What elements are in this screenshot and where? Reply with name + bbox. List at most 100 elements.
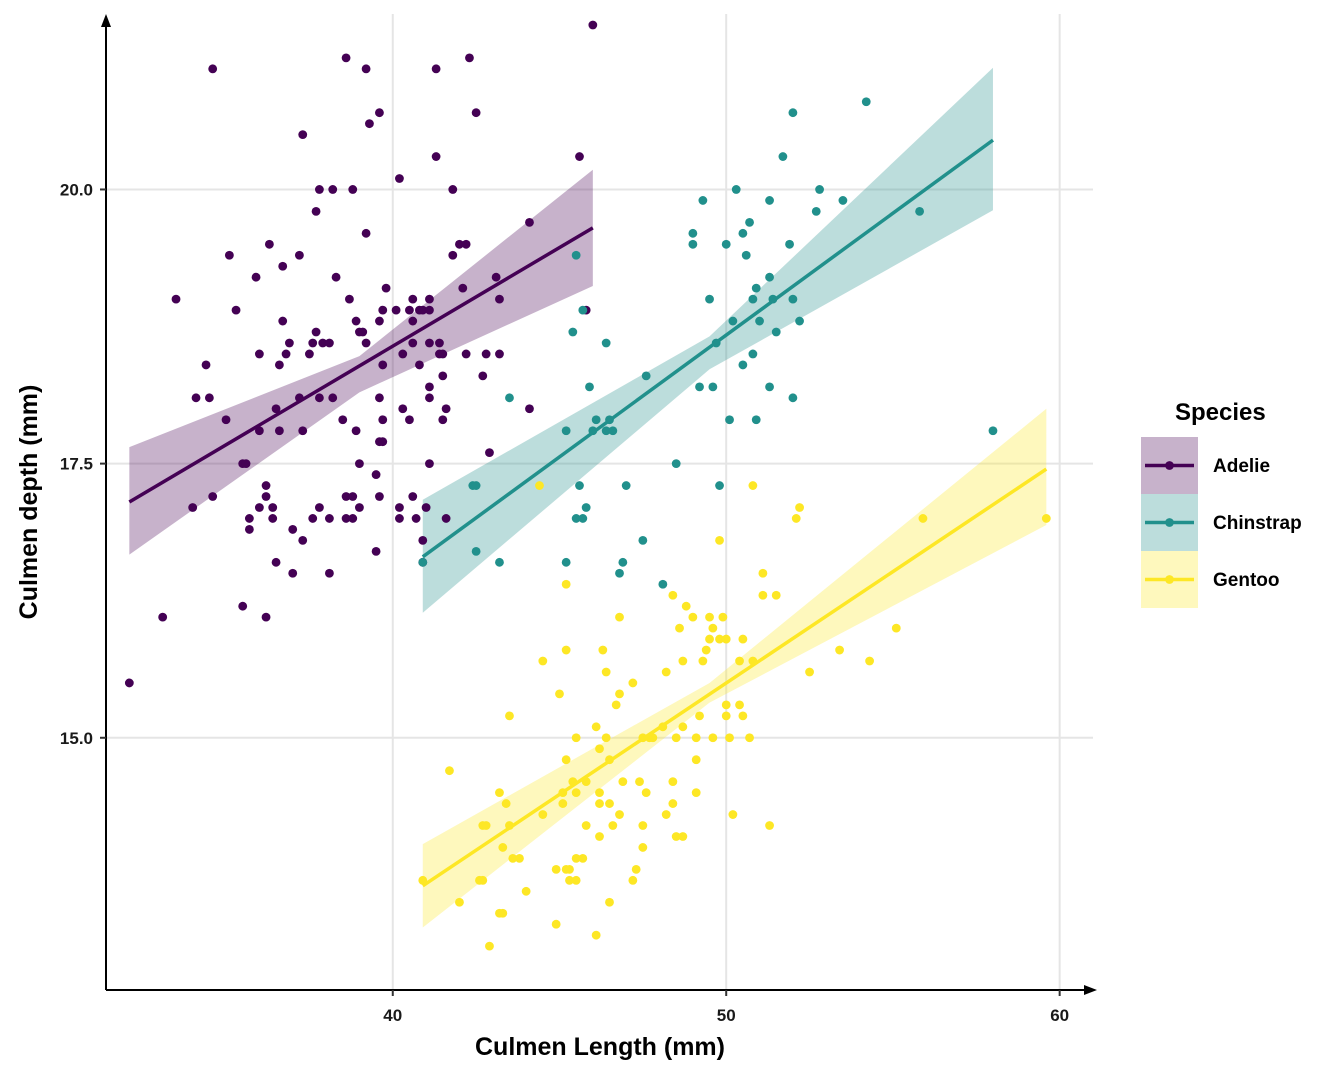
point-chinstrap <box>728 316 738 326</box>
point-adelie <box>425 393 434 403</box>
point-gentoo <box>478 875 488 885</box>
point-adelie <box>338 415 348 425</box>
point-gentoo <box>495 788 504 798</box>
x-tick-label-40: 40 <box>383 1006 402 1025</box>
point-gentoo <box>571 875 581 885</box>
x-axis-arrowhead <box>1084 985 1097 995</box>
gridlines <box>106 14 1093 990</box>
point-gentoo <box>765 821 774 830</box>
point-adelie <box>378 415 388 425</box>
y-ticks: 15.0 17.5 20.0 <box>60 180 106 748</box>
point-chinstrap <box>578 514 588 523</box>
band-chinstrap <box>422 67 993 613</box>
point-gentoo <box>515 854 524 863</box>
point-gentoo <box>688 612 698 622</box>
point-adelie <box>348 514 358 523</box>
point-chinstrap <box>561 426 571 436</box>
point-adelie <box>435 338 444 348</box>
point-adelie <box>418 305 428 315</box>
point-gentoo <box>671 733 681 743</box>
point-gentoo <box>561 579 571 589</box>
point-adelie <box>254 349 264 359</box>
point-gentoo <box>485 941 494 951</box>
point-chinstrap <box>838 196 848 205</box>
point-chinstrap <box>731 185 741 194</box>
point-gentoo <box>631 864 641 874</box>
point-adelie <box>254 503 264 512</box>
point-gentoo <box>535 481 544 490</box>
point-adelie <box>288 568 298 578</box>
point-gentoo <box>728 810 738 819</box>
y-axis-title: Culmen depth (mm) <box>15 385 43 620</box>
point-gentoo <box>721 634 731 644</box>
point-adelie <box>311 327 321 337</box>
point-gentoo <box>561 645 571 655</box>
point-chinstrap <box>745 217 754 227</box>
point-adelie <box>341 514 351 523</box>
point-gentoo <box>498 908 508 918</box>
point-adelie <box>298 535 308 545</box>
point-adelie <box>271 404 281 414</box>
point-gentoo <box>608 821 618 830</box>
point-chinstrap <box>708 382 718 392</box>
point-adelie <box>425 459 434 469</box>
point-adelie <box>408 316 418 326</box>
point-adelie <box>408 338 418 348</box>
point-adelie <box>371 546 381 556</box>
point-adelie <box>375 108 384 118</box>
point-chinstrap <box>815 185 824 194</box>
point-adelie <box>408 294 418 304</box>
point-adelie <box>525 217 534 227</box>
fit-line-chinstrap <box>421 138 994 559</box>
point-chinstrap <box>688 228 698 238</box>
point-adelie <box>425 338 434 348</box>
point-gentoo <box>891 623 901 633</box>
point-adelie <box>415 360 424 370</box>
point-adelie <box>465 53 474 63</box>
point-adelie <box>471 108 481 118</box>
point-gentoo <box>805 667 814 677</box>
point-adelie <box>221 415 231 425</box>
point-gentoo <box>638 843 648 852</box>
point-gentoo <box>538 810 548 819</box>
point-gentoo <box>481 821 491 830</box>
point-chinstrap <box>698 196 708 205</box>
point-gentoo <box>661 810 671 819</box>
point-chinstrap <box>495 557 504 567</box>
y-axis-arrowhead <box>101 14 111 27</box>
point-chinstrap <box>785 239 794 249</box>
point-chinstrap <box>741 250 751 260</box>
point-gentoo <box>638 821 648 830</box>
point-gentoo <box>615 612 624 622</box>
point-adelie <box>391 305 401 315</box>
point-gentoo <box>698 656 708 666</box>
point-adelie <box>341 492 351 501</box>
point-chinstrap <box>471 481 481 490</box>
point-adelie <box>124 678 134 688</box>
band-adelie <box>129 169 593 555</box>
point-chinstrap <box>771 327 781 337</box>
point-adelie <box>351 426 361 436</box>
y-tick-label-17.5: 17.5 <box>60 455 93 474</box>
point-chinstrap <box>561 557 571 567</box>
point-chinstrap <box>618 557 628 567</box>
legend-key-gentoo: Gentoo <box>1141 551 1280 608</box>
point-adelie <box>311 206 321 216</box>
point-gentoo <box>691 733 701 743</box>
point-adelie <box>411 514 421 523</box>
point-gentoo <box>715 535 724 545</box>
point-chinstrap <box>755 316 764 326</box>
legend-key-chinstrap: Chinstrap <box>1141 494 1302 551</box>
point-gentoo <box>678 832 688 841</box>
point-adelie <box>378 437 388 447</box>
x-tick-label-60: 60 <box>1050 1006 1069 1025</box>
x-tick-label-50: 50 <box>717 1006 736 1025</box>
point-adelie <box>398 404 408 414</box>
legend-point-adelie <box>1165 461 1174 470</box>
point-gentoo <box>591 930 601 940</box>
point-chinstrap <box>638 535 648 545</box>
point-adelie <box>361 228 371 238</box>
point-chinstrap <box>658 579 668 589</box>
point-gentoo <box>701 645 711 655</box>
point-adelie <box>421 503 431 512</box>
